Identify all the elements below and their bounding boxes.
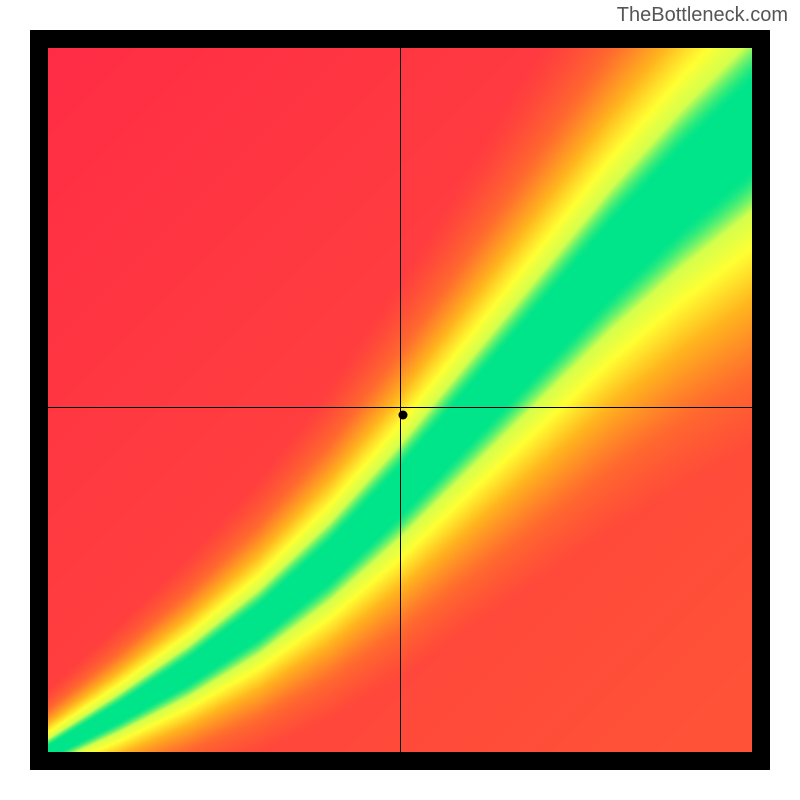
chart-container: TheBottleneck.com xyxy=(0,0,800,800)
crosshair-vertical xyxy=(400,48,401,752)
plot-frame xyxy=(30,30,770,770)
watermark-text: TheBottleneck.com xyxy=(617,4,788,27)
heatmap-region xyxy=(48,48,752,752)
crosshair-marker xyxy=(398,411,407,420)
crosshair-horizontal xyxy=(48,407,752,408)
